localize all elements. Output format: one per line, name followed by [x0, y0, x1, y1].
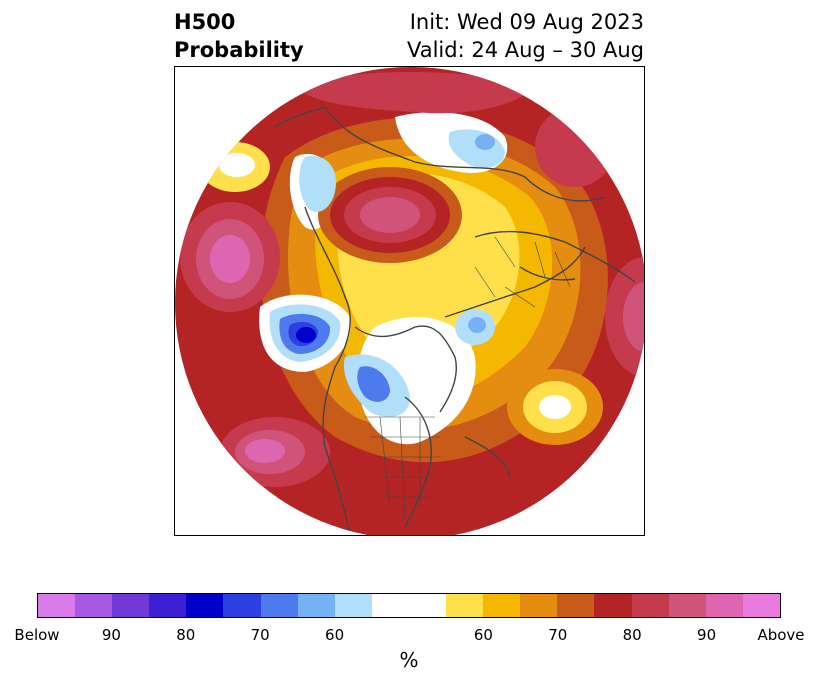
colorbar-tick-label: 80	[176, 626, 196, 644]
title-line-1: H500	[174, 10, 236, 34]
colorbar-segment	[557, 594, 595, 617]
colorbar-segment	[149, 594, 187, 617]
colorbar-segment	[668, 594, 706, 617]
colorbar-segment	[223, 594, 261, 617]
colorbar-tick-label: 60	[325, 626, 345, 644]
colorbar-tick-label: Below	[14, 626, 60, 644]
pacific-ring-3	[210, 235, 250, 283]
colorbar-tick-label: 70	[250, 626, 270, 644]
map-title: H500 Probability	[174, 8, 304, 64]
valid-range: Valid: 24 Aug – 30 Aug	[406, 38, 644, 62]
colorbar-tick-label: 80	[622, 626, 642, 644]
colorbar-segment	[742, 594, 780, 617]
colorbar-segment	[594, 594, 632, 617]
arctic-ring-4	[360, 197, 420, 233]
colorbar-segment	[334, 594, 372, 617]
nw-white	[219, 153, 255, 177]
title-line-2: Probability	[174, 38, 304, 62]
colorbar-segment	[112, 594, 150, 617]
colorbar-segment	[371, 594, 447, 617]
colorbar-segment	[446, 594, 484, 617]
east-ring-1	[605, 257, 644, 377]
colorbar-segment	[38, 594, 76, 617]
field-top-red	[295, 72, 535, 114]
greenland-blue-inner	[468, 317, 486, 333]
colorbar-segment	[75, 594, 113, 617]
colorbar	[37, 593, 781, 618]
date-info: Init: Wed 09 Aug 2023 Valid: 24 Aug – 30…	[407, 8, 644, 64]
canada-blue-inner	[357, 366, 390, 402]
colorbar-tick-label: 90	[697, 626, 717, 644]
beringia-blue	[299, 156, 336, 212]
colorbar-tick-label: 60	[473, 626, 493, 644]
colorbar-unit: %	[399, 648, 419, 672]
colorbar-segment	[186, 594, 224, 617]
colorbar-tick-label: Above	[757, 626, 805, 644]
colorbar-segment	[483, 594, 521, 617]
colorbar-segment	[520, 594, 558, 617]
sw-ring-3	[245, 439, 285, 463]
colorbar-tick-label: 90	[101, 626, 121, 644]
atlantic-ring-3	[539, 395, 571, 419]
probability-field	[175, 67, 644, 535]
init-date: Init: Wed 09 Aug 2023	[409, 10, 644, 34]
borders	[365, 236, 571, 518]
ne-ring-1	[535, 107, 615, 187]
blue-core	[296, 327, 316, 343]
colorbar-segment	[631, 594, 669, 617]
polar-map	[174, 66, 645, 536]
colorbar-tick-label: 70	[548, 626, 568, 644]
north-blue-inner	[475, 134, 495, 150]
colorbar-segment	[705, 594, 743, 617]
east-ring-2	[623, 282, 644, 352]
colorbar-segment	[260, 594, 298, 617]
coastlines	[274, 96, 636, 535]
colorbar-segment	[297, 594, 335, 617]
